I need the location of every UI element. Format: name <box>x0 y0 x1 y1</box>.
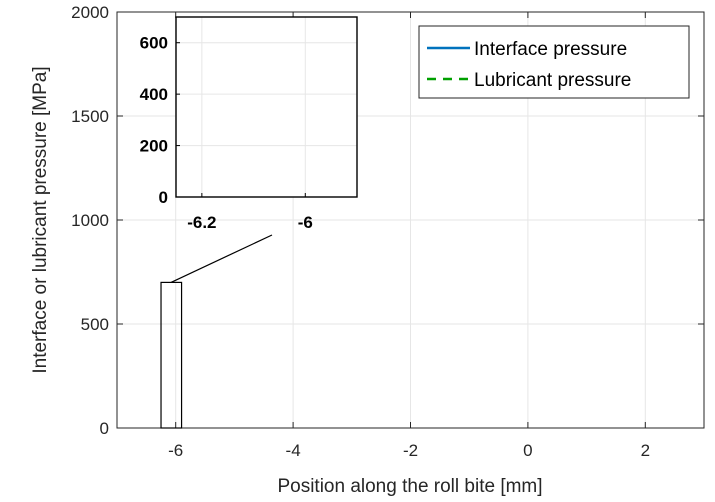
inset-y-tick-label: 0 <box>159 188 168 207</box>
x-tick-label: -4 <box>286 441 301 460</box>
zoom-connector-line <box>170 234 273 283</box>
x-tick-label: -2 <box>403 441 418 460</box>
y-axis-label: Interface or lubricant pressure [MPa] <box>30 66 51 373</box>
inset-x-tick-label: -6 <box>298 213 313 232</box>
zoom-region-box <box>160 281 183 429</box>
inset-y-tick-label: 200 <box>140 137 168 156</box>
inset-background <box>176 17 357 197</box>
inset-y-tick-label: 400 <box>140 85 168 104</box>
inset-frame <box>175 16 358 198</box>
inset-x-tick-label: -6.2 <box>187 213 216 232</box>
y-tick-label: 500 <box>81 315 109 334</box>
legend: Interface pressure Lubricant pressure <box>418 25 690 99</box>
y-tick-label: 0 <box>100 419 109 438</box>
x-tick-label: 2 <box>641 441 650 460</box>
y-tick-label: 1000 <box>71 211 109 230</box>
main-x-ticks: -6 -4 -2 0 2 <box>168 12 650 460</box>
x-tick-label: 0 <box>523 441 532 460</box>
inset-y-tick-label: 600 <box>140 34 168 53</box>
inset-axes: -6.2 -6 0 200 400 600 <box>140 16 358 232</box>
y-tick-label: 1500 <box>71 107 109 126</box>
legend-label: Interface pressure <box>474 39 627 60</box>
legend-label: Lubricant pressure <box>474 70 631 91</box>
y-tick-label: 2000 <box>71 3 109 22</box>
zoom-indicator <box>160 234 273 429</box>
x-axis-label: Position along the roll bite [mm] <box>277 476 542 497</box>
legend-box <box>418 25 690 99</box>
x-tick-label: -6 <box>168 441 183 460</box>
